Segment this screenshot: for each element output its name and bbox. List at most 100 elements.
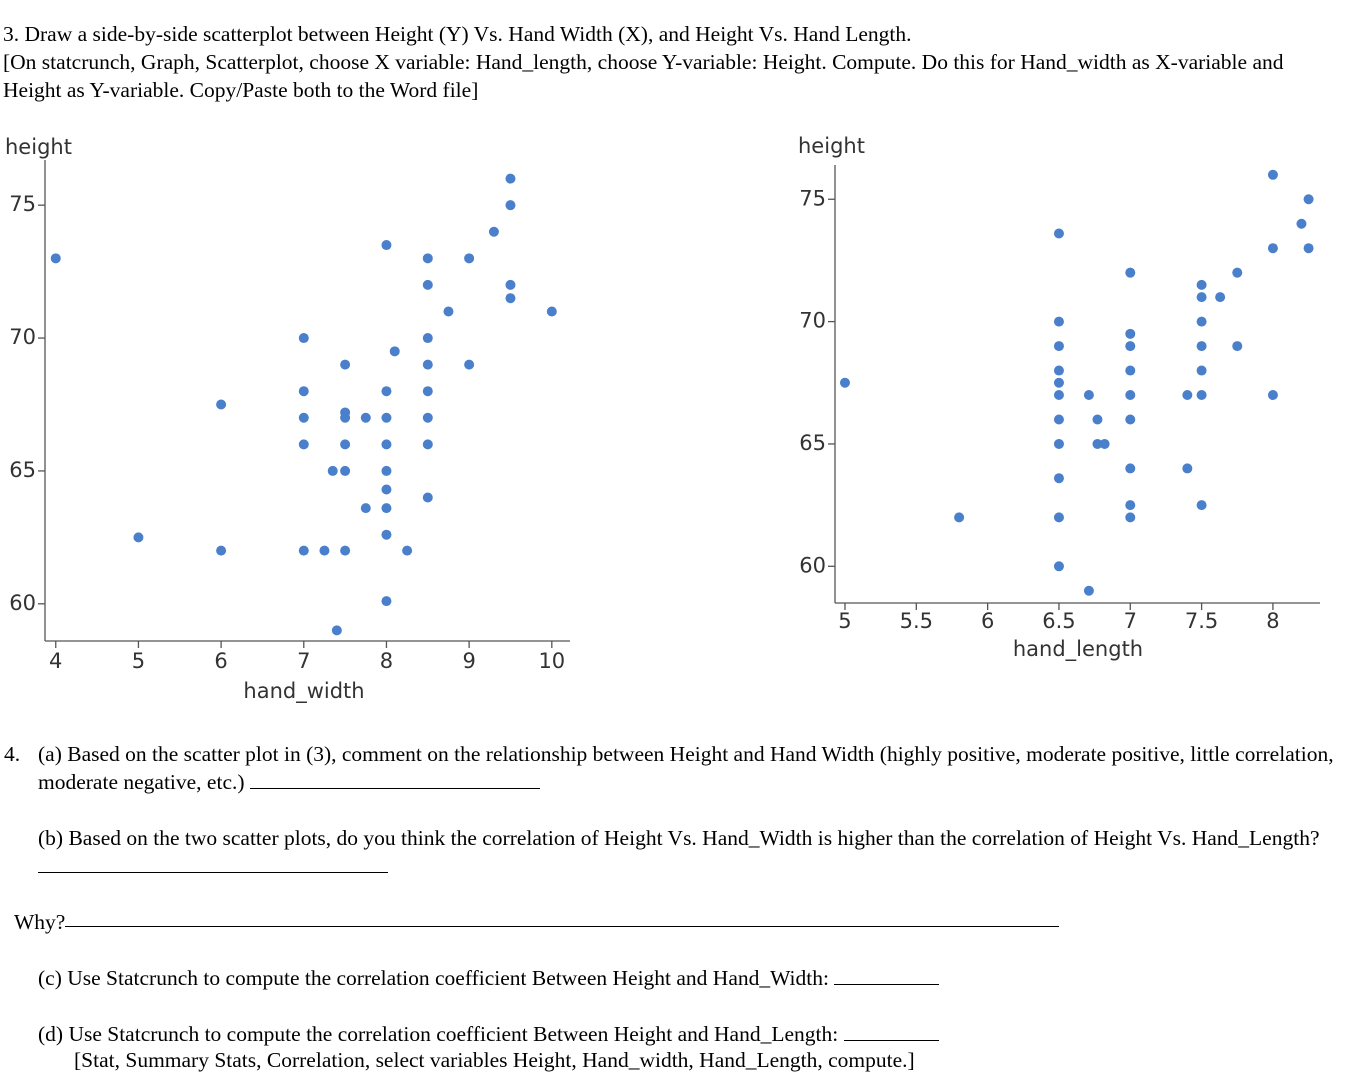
answer-blank	[65, 908, 1059, 927]
why: Why?	[14, 908, 1059, 936]
point	[381, 503, 392, 514]
point	[340, 359, 351, 370]
q4b-text: (b) Based on the two scatter plots, do y…	[38, 826, 1320, 850]
point	[298, 412, 309, 423]
q4d: (d) Use Statcrunch to compute the correl…	[38, 1020, 1338, 1048]
point	[422, 279, 433, 290]
y-tick-label: 65	[9, 458, 36, 482]
q4a: (a) Based on the scatter plot in (3), co…	[38, 740, 1338, 796]
answer-blank	[843, 1022, 939, 1041]
y-tick-label: 60	[9, 591, 36, 615]
point	[1125, 512, 1136, 523]
point	[360, 412, 371, 423]
answer-blank	[834, 966, 940, 985]
point	[216, 545, 227, 556]
y-tick-label: 75	[9, 192, 36, 216]
point	[298, 386, 309, 397]
q4-note: [Stat, Summary Stats, Correlation, selec…	[74, 1048, 915, 1072]
point	[422, 359, 433, 370]
point	[1125, 328, 1136, 339]
point	[1215, 292, 1226, 303]
point	[1232, 341, 1243, 352]
point	[389, 346, 400, 357]
point	[1125, 463, 1136, 474]
x-tick-label: 7.5	[1185, 609, 1218, 633]
point	[1125, 267, 1136, 278]
point	[1125, 390, 1136, 401]
point	[1099, 438, 1110, 449]
point	[505, 293, 516, 304]
point	[464, 253, 475, 264]
point	[1196, 279, 1207, 290]
point	[381, 484, 392, 495]
x-tick-label: 8	[380, 649, 393, 673]
point	[1053, 390, 1064, 401]
point	[381, 412, 392, 423]
point	[505, 279, 516, 290]
point	[1083, 585, 1094, 596]
point	[340, 439, 351, 450]
point	[340, 465, 351, 476]
x-tick-label: 6	[981, 609, 994, 633]
point	[340, 545, 351, 556]
point	[505, 200, 516, 211]
y-tick-label: 70	[9, 325, 36, 349]
point	[1053, 377, 1064, 388]
point	[1196, 500, 1207, 511]
point	[488, 226, 499, 237]
point	[1182, 390, 1193, 401]
point	[381, 465, 392, 476]
point	[954, 512, 965, 523]
y-tick-label: 70	[799, 309, 826, 333]
point	[1053, 414, 1064, 425]
point	[839, 377, 850, 388]
x-tick-label: 8	[1266, 609, 1279, 633]
point	[1092, 438, 1103, 449]
point	[1267, 243, 1278, 254]
x-tick-label: 5	[132, 649, 145, 673]
point	[1053, 316, 1064, 327]
point	[381, 596, 392, 607]
point	[1196, 390, 1207, 401]
point	[381, 529, 392, 540]
x-tick-label: 6.5	[1042, 609, 1075, 633]
point	[1125, 365, 1136, 376]
answer-blank	[249, 770, 540, 789]
why-text: Why?	[14, 910, 66, 934]
y-tick-label: 75	[799, 186, 826, 210]
point	[1267, 169, 1278, 180]
q3-title: 3. Draw a side-by-side scatterplot betwe…	[3, 22, 912, 46]
point	[327, 465, 338, 476]
point	[1053, 561, 1064, 572]
point	[422, 492, 433, 503]
point	[464, 359, 475, 370]
point	[340, 412, 351, 423]
point	[1125, 341, 1136, 352]
point	[422, 439, 433, 450]
y-axis-label: height	[798, 134, 865, 158]
point	[1053, 365, 1064, 376]
point	[422, 386, 433, 397]
point	[50, 253, 61, 264]
x-tick-label: 7	[1124, 609, 1137, 633]
point	[1125, 500, 1136, 511]
point	[1196, 341, 1207, 352]
q4c: (c) Use Statcrunch to compute the correl…	[38, 964, 1338, 992]
point	[216, 399, 227, 410]
x-axis-label: hand_length	[1013, 637, 1143, 662]
point	[1092, 414, 1103, 425]
y-axis-label: height	[5, 135, 72, 159]
q4c-text: (c) Use Statcrunch to compute the correl…	[38, 966, 829, 990]
q4d-text: (d) Use Statcrunch to compute the correl…	[38, 1022, 839, 1046]
point	[1125, 414, 1136, 425]
q3-instructions: [On statcrunch, Graph, Scatterplot, choo…	[3, 50, 1284, 102]
point	[422, 412, 433, 423]
q4-number: 4.	[4, 742, 21, 766]
x-tick-label: 7	[297, 649, 310, 673]
point	[1303, 243, 1314, 254]
point	[381, 240, 392, 251]
point	[422, 253, 433, 264]
point	[381, 386, 392, 397]
point	[505, 173, 516, 184]
x-tick-label: 5	[838, 609, 851, 633]
